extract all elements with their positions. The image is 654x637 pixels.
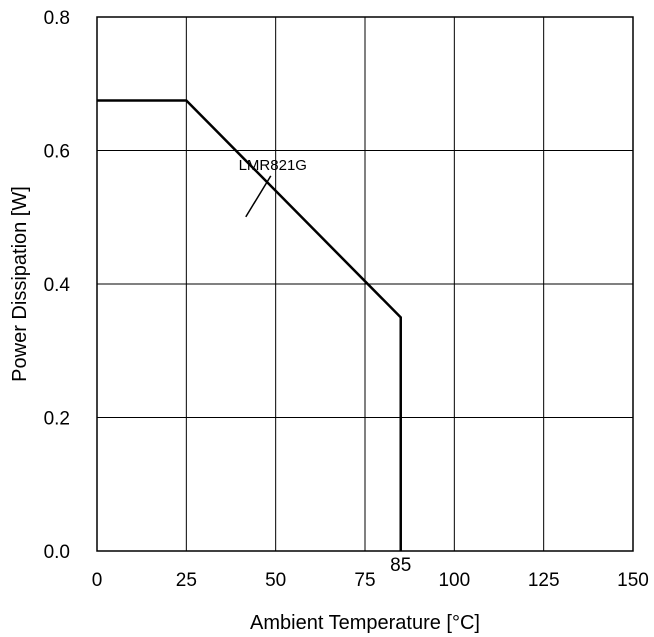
y-tick-label: 0.2 [44,409,70,430]
y-tick-label: 0.8 [44,8,70,29]
annotations: LMR821G 85 [239,157,412,576]
x-tick-label: 125 [528,570,560,591]
y-tick-label: 0.0 [44,542,70,563]
series-annotation-label: LMR821G [239,157,307,174]
grid-lines [97,17,633,551]
series-line [97,99,402,551]
plot-frame [96,16,634,552]
x-axis-label: Ambient Temperature [°C] [250,612,480,634]
x-tick-label: 100 [438,570,470,591]
x-tick-label: 50 [265,570,286,591]
y-axis-label: Power Dissipation [W] [9,186,31,382]
annotation-leader-line [245,175,272,218]
y-tick-label: 0.6 [44,142,70,163]
x-annotation-85: 85 [390,555,411,576]
x-tick-label: 0 [92,570,103,591]
series-lines [97,99,402,551]
x-tick-label: 25 [176,570,197,591]
y-tick-label: 0.4 [44,275,71,296]
tick-labels: 0 25 50 75 100 125 150 0.0 0.2 0.4 0.6 0.8 [44,8,649,591]
x-tick-label: 150 [617,570,649,591]
x-tick-label: 75 [354,570,375,591]
